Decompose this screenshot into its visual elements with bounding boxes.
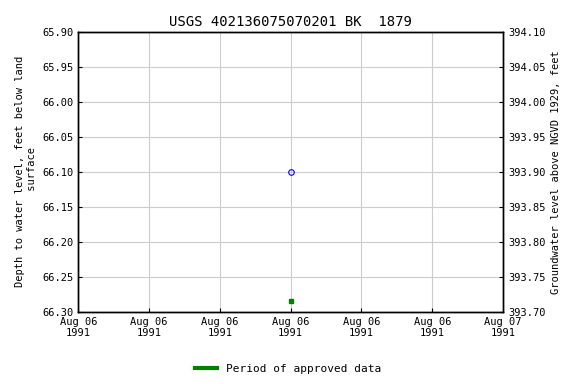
Y-axis label: Groundwater level above NGVD 1929, feet: Groundwater level above NGVD 1929, feet [551,50,561,293]
Legend: Period of approved data: Period of approved data [191,359,385,379]
Title: USGS 402136075070201 BK  1879: USGS 402136075070201 BK 1879 [169,15,412,29]
Y-axis label: Depth to water level, feet below land
 surface: Depth to water level, feet below land su… [15,56,37,287]
